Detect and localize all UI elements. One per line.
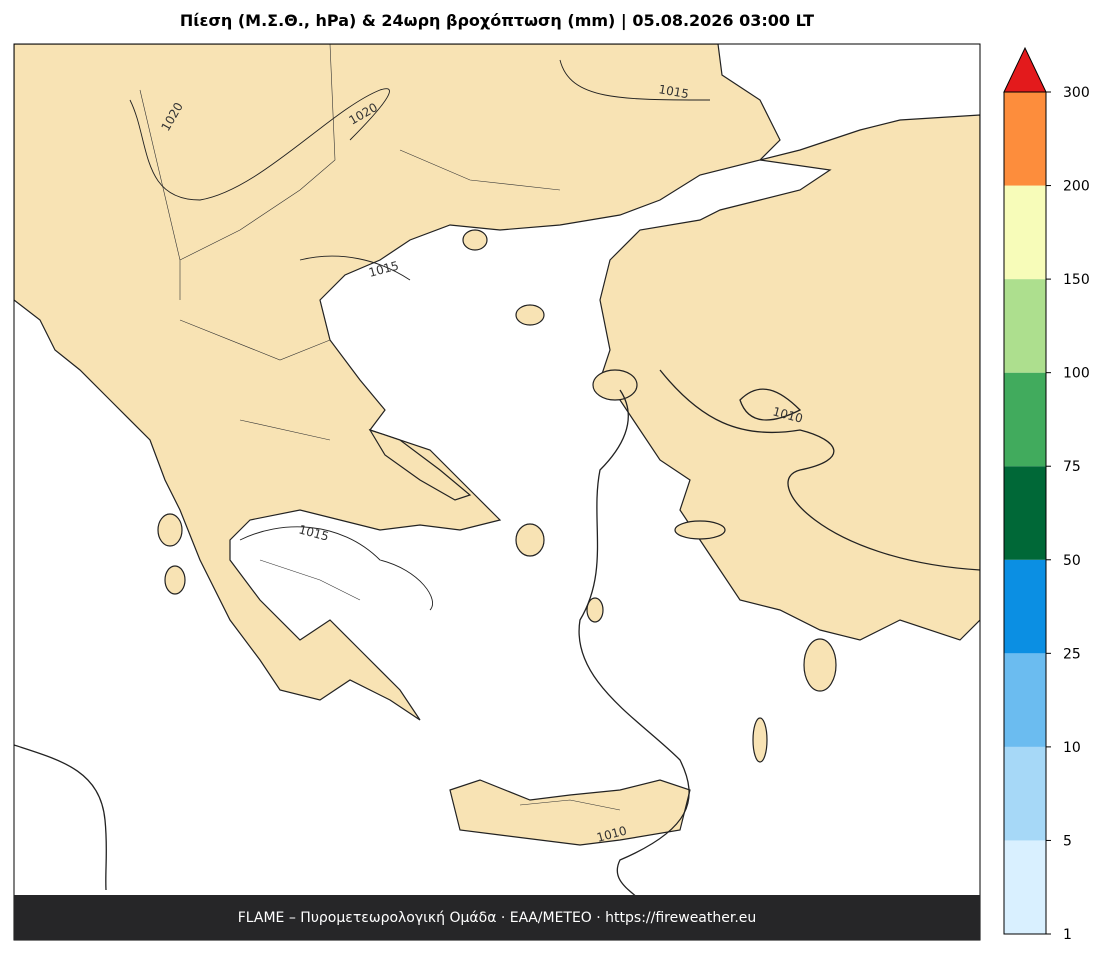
colorbar-segment: [1004, 746, 1046, 841]
colorbar-segment: [1004, 559, 1046, 654]
colorbar-tick-label: 5: [1063, 833, 1072, 849]
island: [592, 369, 638, 401]
colorbar-segment: [1004, 92, 1046, 186]
land-north-greece: [14, 44, 781, 721]
isobar: [129, 59, 711, 611]
colorbar-tick-label: 25: [1063, 646, 1081, 662]
island: [515, 304, 545, 326]
island: [157, 513, 183, 547]
colorbar-segment: [1004, 466, 1046, 560]
land-turkey: [599, 114, 980, 641]
colorbar-tick-label: 150: [1063, 272, 1090, 288]
island: [803, 638, 837, 692]
isobar: [659, 369, 980, 571]
map: 1020 1020 1015 1015 1015 1010 1010 FLAME…: [13, 43, 981, 941]
colorbar-tick-label: 75: [1063, 459, 1081, 475]
isobar-label: 1015: [657, 82, 690, 101]
colorbar: 1 5 10 25 50 75 100 150 200 300: [1003, 46, 1090, 943]
colorbar-segment: [1004, 840, 1046, 934]
colorbar-tick-label: 10: [1063, 740, 1081, 756]
colorbar-segment: [1004, 279, 1046, 373]
island: [515, 523, 545, 557]
island: [674, 520, 726, 540]
island: [752, 717, 768, 763]
island: [462, 229, 488, 251]
colorbar-extend: [1003, 46, 1047, 93]
colorbar-tick-label: 50: [1063, 553, 1081, 569]
land-euboea: [368, 428, 472, 501]
title: Πίεση (Μ.Σ.Θ., hPa) & 24ωρη βροχόπτωση (…: [180, 11, 814, 31]
colorbar-tick-label: 200: [1063, 179, 1090, 195]
colorbar-outline: [1003, 91, 1047, 935]
border: [139, 44, 621, 811]
footer-bar: [14, 895, 980, 940]
colorbar-tick-label: 100: [1063, 366, 1090, 382]
island: [586, 597, 604, 623]
colorbar-segment: [1004, 185, 1046, 280]
colorbar-segment: [1004, 372, 1046, 467]
colorbar-segment: [1004, 653, 1046, 747]
isobar: [578, 389, 690, 901]
isobar: [14, 744, 108, 891]
colorbar-tick-label: 300: [1063, 85, 1090, 101]
isobar: [739, 388, 802, 421]
colorbar-tick-label: 1: [1063, 927, 1072, 943]
island: [164, 565, 186, 595]
footer: FLAME – Πυρομετεωρολογική Ομάδα · ΕΑΑ/ME…: [238, 910, 757, 926]
